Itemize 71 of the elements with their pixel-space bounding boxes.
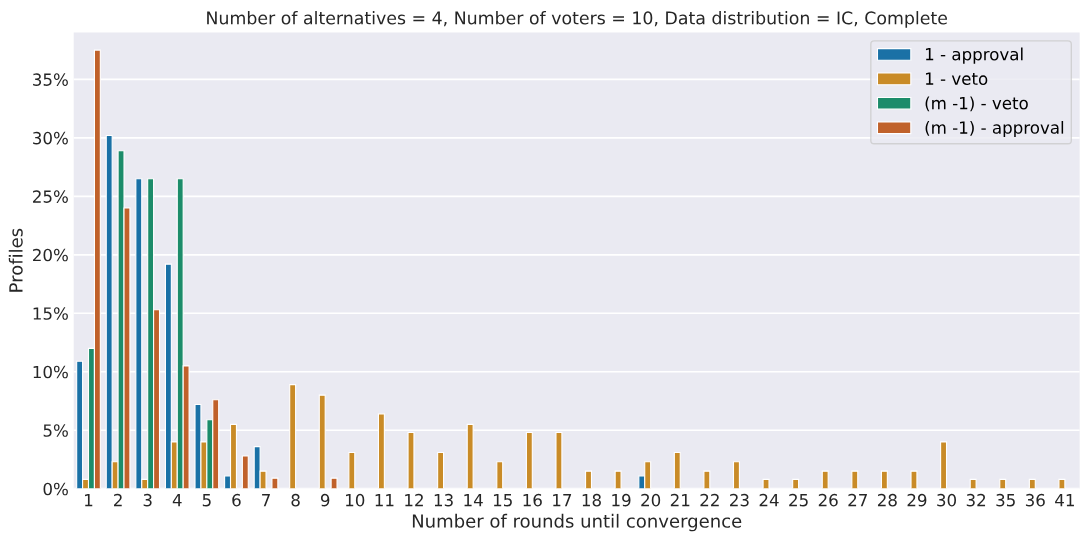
x-tick-label: 7 [262, 494, 270, 507]
bar [496, 461, 504, 489]
x-tick-label: 17 [553, 494, 572, 507]
bar [241, 455, 249, 489]
x-tick-label: 12 [405, 493, 423, 507]
bar [703, 470, 711, 489]
bar [851, 470, 859, 489]
x-tick-label: 27 [848, 493, 867, 507]
bar [1028, 478, 1036, 489]
x-tick-label: 1 [85, 494, 93, 507]
y-tick-label: 0% [43, 482, 68, 496]
legend-label: 1 - veto [925, 72, 988, 85]
bar [762, 478, 770, 489]
bar [940, 441, 948, 489]
bar [910, 470, 918, 489]
bar [821, 470, 829, 489]
x-tick-label: 36 [1025, 493, 1045, 507]
bar [732, 461, 740, 489]
x-tick-label: 23 [730, 493, 749, 507]
x-axis-title: Number of rounds until convergence [412, 513, 742, 532]
y-tick-label: 35% [33, 73, 68, 86]
x-tick-label: 32 [966, 493, 986, 507]
x-tick-label: 28 [877, 493, 897, 507]
x-tick-label: 3 [143, 493, 152, 507]
bar [880, 470, 888, 489]
x-tick-label: 11 [375, 494, 394, 507]
bar [348, 451, 356, 489]
x-tick-label: 16 [523, 493, 542, 507]
legend-label: (m -1) - approval [925, 120, 1064, 138]
bar [969, 478, 977, 489]
x-tick-label: 26 [818, 493, 838, 507]
y-tick-label: 10% [33, 365, 68, 379]
bar [271, 477, 279, 489]
y-axis-title: Profiles [8, 228, 23, 292]
chart-title: Number of alternatives = 4, Number of voters = 10, Data distribution = IC, Complete [207, 11, 947, 28]
x-tick-label: 22 [700, 493, 719, 507]
bar [792, 478, 800, 489]
y-tick-label: 25% [33, 190, 68, 203]
x-tick-label: 15 [493, 494, 512, 507]
x-tick-label: 19 [612, 493, 631, 507]
x-tick-label: 14 [464, 494, 483, 507]
x-tick-label: 35 [996, 493, 1015, 507]
x-tick-label: 21 [670, 493, 690, 507]
x-tick-label: 10 [346, 493, 365, 507]
x-tick-label: 5 [202, 494, 211, 507]
x-tick-label: 4 [172, 494, 182, 507]
y-tick-label: 20% [33, 248, 68, 262]
legend-label: 1 - approval [925, 47, 1023, 64]
bar [1058, 478, 1066, 489]
x-tick-label: 20 [641, 493, 661, 507]
bar [999, 478, 1007, 489]
y-tick-label: 5% [43, 424, 68, 437]
x-tick-label: 13 [434, 493, 453, 507]
x-tick-label: 18 [582, 493, 601, 507]
y-tick-label: 30% [33, 131, 68, 145]
x-tick-label: 8 [291, 493, 300, 507]
x-tick-label: 41 [1055, 494, 1074, 507]
x-tick-label: 30 [937, 493, 957, 507]
y-tick-label: 15% [33, 307, 68, 320]
x-tick-label: 25 [789, 493, 808, 507]
bar [585, 470, 593, 489]
bar [437, 451, 445, 489]
bar [330, 477, 338, 489]
x-tick-label: 2 [114, 493, 122, 507]
x-tick-label: 29 [907, 493, 927, 507]
legend-label: (m -1) - veto [925, 96, 1028, 112]
bar [673, 451, 681, 489]
x-tick-label: 9 [320, 493, 330, 507]
x-tick-label: 24 [759, 493, 779, 507]
bar [614, 470, 622, 489]
x-tick-label: 6 [232, 493, 241, 507]
